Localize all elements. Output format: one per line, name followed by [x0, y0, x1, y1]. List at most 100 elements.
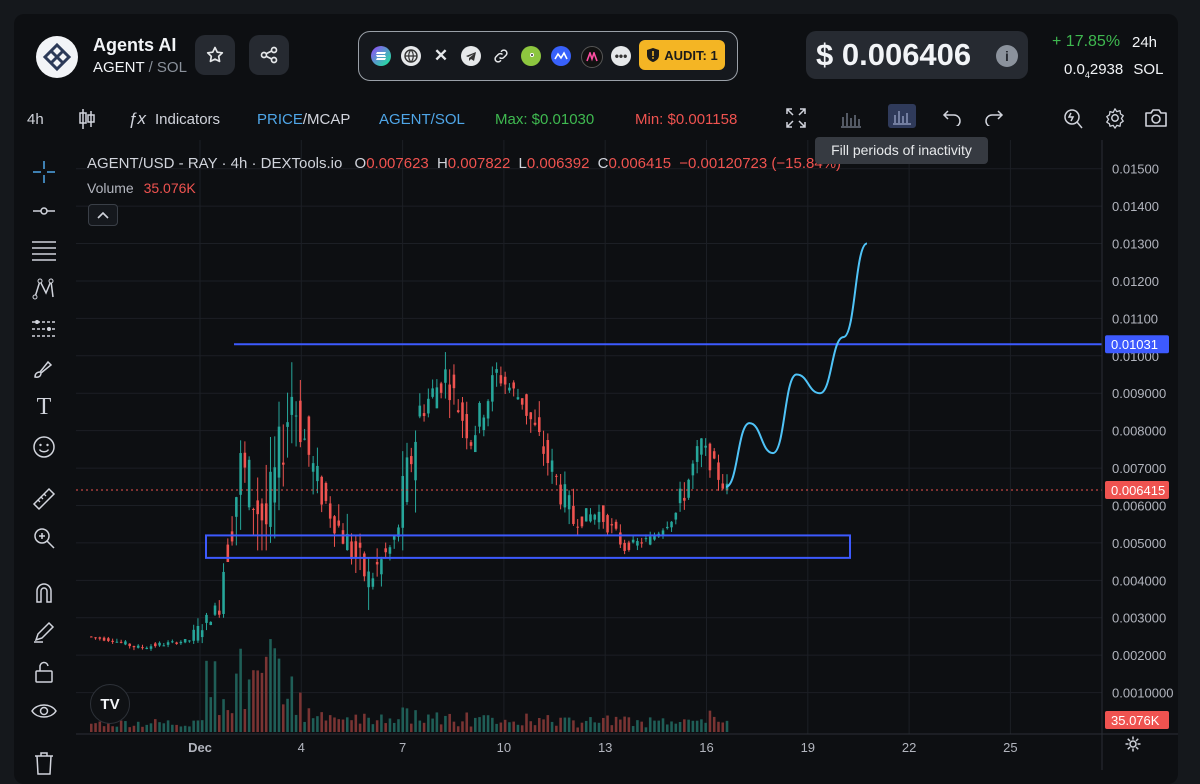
magnet-icon[interactable] — [31, 580, 57, 606]
candle-body — [341, 530, 345, 544]
volume-bar — [363, 713, 366, 732]
legend-low: 0.006392 — [526, 155, 590, 172]
candle-body — [448, 384, 451, 401]
favorite-button[interactable] — [195, 35, 235, 75]
volume-bar — [666, 724, 669, 732]
undo-icon[interactable] — [942, 108, 962, 130]
candle-body — [666, 526, 669, 529]
link-icon[interactable] — [491, 46, 511, 66]
quick-search-icon[interactable] — [1062, 106, 1084, 134]
support-zone-box[interactable] — [205, 534, 851, 559]
candle-body — [538, 417, 541, 433]
candle-body — [435, 387, 439, 409]
indicators-icon[interactable]: ƒx — [128, 109, 146, 128]
price-mcap-toggle[interactable]: PRICE/MCAP — [257, 111, 351, 128]
screenshot-icon[interactable] — [1144, 108, 1168, 132]
chart-grid — [76, 140, 1102, 734]
projection-path[interactable] — [725, 242, 868, 488]
dextools-icon[interactable] — [581, 46, 603, 68]
fib-retracement-icon[interactable] — [31, 237, 57, 263]
volume-price-label-bg — [1105, 711, 1169, 729]
candle-body — [388, 547, 392, 554]
collapse-legend-button[interactable] — [88, 204, 118, 226]
fullscreen-icon[interactable] — [786, 108, 806, 132]
telegram-icon[interactable] — [461, 46, 481, 66]
crosshair-icon[interactable] — [31, 159, 57, 185]
more-icon[interactable]: ••• — [611, 46, 631, 66]
emoji-icon[interactable] — [31, 434, 57, 460]
volume-bar — [380, 714, 383, 732]
lock-icon[interactable] — [31, 659, 57, 685]
candle-body — [115, 641, 119, 643]
volume-bar — [580, 722, 584, 732]
zoom-in-icon[interactable] — [31, 525, 57, 551]
volume-bar — [683, 719, 686, 732]
candle-body — [631, 539, 635, 543]
volume-bar — [252, 670, 255, 732]
info-icon[interactable]: i — [996, 45, 1018, 67]
volume-bar — [708, 710, 712, 732]
app-window: Agents AI AGENT / SOL ✕ ••• AUDIT: 1 — [14, 14, 1178, 784]
audit-badge[interactable]: AUDIT: 1 — [639, 40, 725, 70]
settings-icon[interactable] — [1104, 107, 1126, 133]
star-icon — [206, 46, 224, 63]
volume-bars — [90, 639, 729, 732]
x-tick-label: 25 — [1003, 740, 1017, 755]
volume-bar — [648, 717, 652, 732]
candle-body — [584, 508, 588, 522]
brush-icon[interactable] — [31, 355, 57, 381]
y-tick-label: 0.003000 — [1112, 611, 1166, 626]
trash-icon[interactable] — [31, 750, 57, 776]
x-icon[interactable]: ✕ — [433, 46, 449, 65]
y-tick-label: 0.0010000 — [1112, 686, 1173, 701]
candle-body — [691, 463, 695, 476]
volume-bar — [623, 716, 626, 732]
pattern-icon[interactable] — [31, 276, 57, 302]
candle-body — [311, 463, 315, 472]
tradingview-logo[interactable]: TV — [90, 684, 130, 724]
eye-icon[interactable] — [31, 698, 57, 724]
candle-body — [247, 459, 251, 508]
candle-body — [252, 508, 255, 510]
candle-body — [619, 532, 622, 545]
volume-chart-icon[interactable] — [840, 108, 862, 132]
fill-inactivity-button[interactable] — [888, 104, 916, 128]
candle-body — [175, 642, 178, 644]
candle-body — [661, 530, 665, 536]
volume-bar — [183, 725, 187, 732]
solana-icon[interactable] — [371, 46, 391, 66]
candle-body — [439, 383, 443, 393]
text-tool-icon[interactable]: T — [36, 393, 52, 420]
volume-bar — [717, 721, 720, 732]
volume-bar — [119, 720, 123, 732]
scale-settings-icon[interactable] — [1124, 735, 1142, 758]
interval-selector[interactable]: 4h — [27, 111, 44, 128]
price-scale[interactable]: 0.01500 0.01400 0.01300 0.01200 0.01100 0.010… — [1112, 162, 1173, 701]
candle-body — [392, 535, 396, 540]
y-tick-label: 0.01500 — [1112, 162, 1159, 177]
coinmarketcap-icon[interactable] — [551, 46, 571, 66]
volume-bar — [358, 723, 362, 732]
website-icon[interactable] — [401, 46, 421, 66]
drawing-mode-icon[interactable] — [31, 619, 57, 645]
volume-bar — [704, 722, 707, 732]
share-button[interactable] — [249, 35, 289, 75]
time-scale[interactable]: Dec 4 7 10 13 16 19 22 25 — [188, 740, 1018, 755]
volume-bar — [614, 716, 618, 732]
trend-line-icon[interactable] — [31, 198, 57, 224]
prediction-icon[interactable] — [31, 316, 57, 342]
candle-type-icon[interactable] — [78, 108, 96, 134]
price-chart[interactable]: 0.01500 0.01400 0.01300 0.01200 0.01100 0.010… — [76, 140, 1178, 780]
pair-toggle[interactable]: AGENT/SOL — [379, 111, 465, 128]
candle-body — [218, 610, 221, 615]
redo-icon[interactable] — [984, 108, 1004, 130]
volume-bar — [247, 679, 251, 732]
ruler-icon[interactable] — [31, 486, 57, 512]
volume-bar — [239, 648, 242, 732]
volume-bar — [563, 717, 567, 732]
coingecko-icon[interactable] — [521, 46, 541, 66]
volume-bar — [256, 670, 259, 732]
indicators-button[interactable]: Indicators — [155, 111, 221, 128]
candle-body — [555, 475, 558, 477]
volume-bar — [431, 718, 434, 732]
